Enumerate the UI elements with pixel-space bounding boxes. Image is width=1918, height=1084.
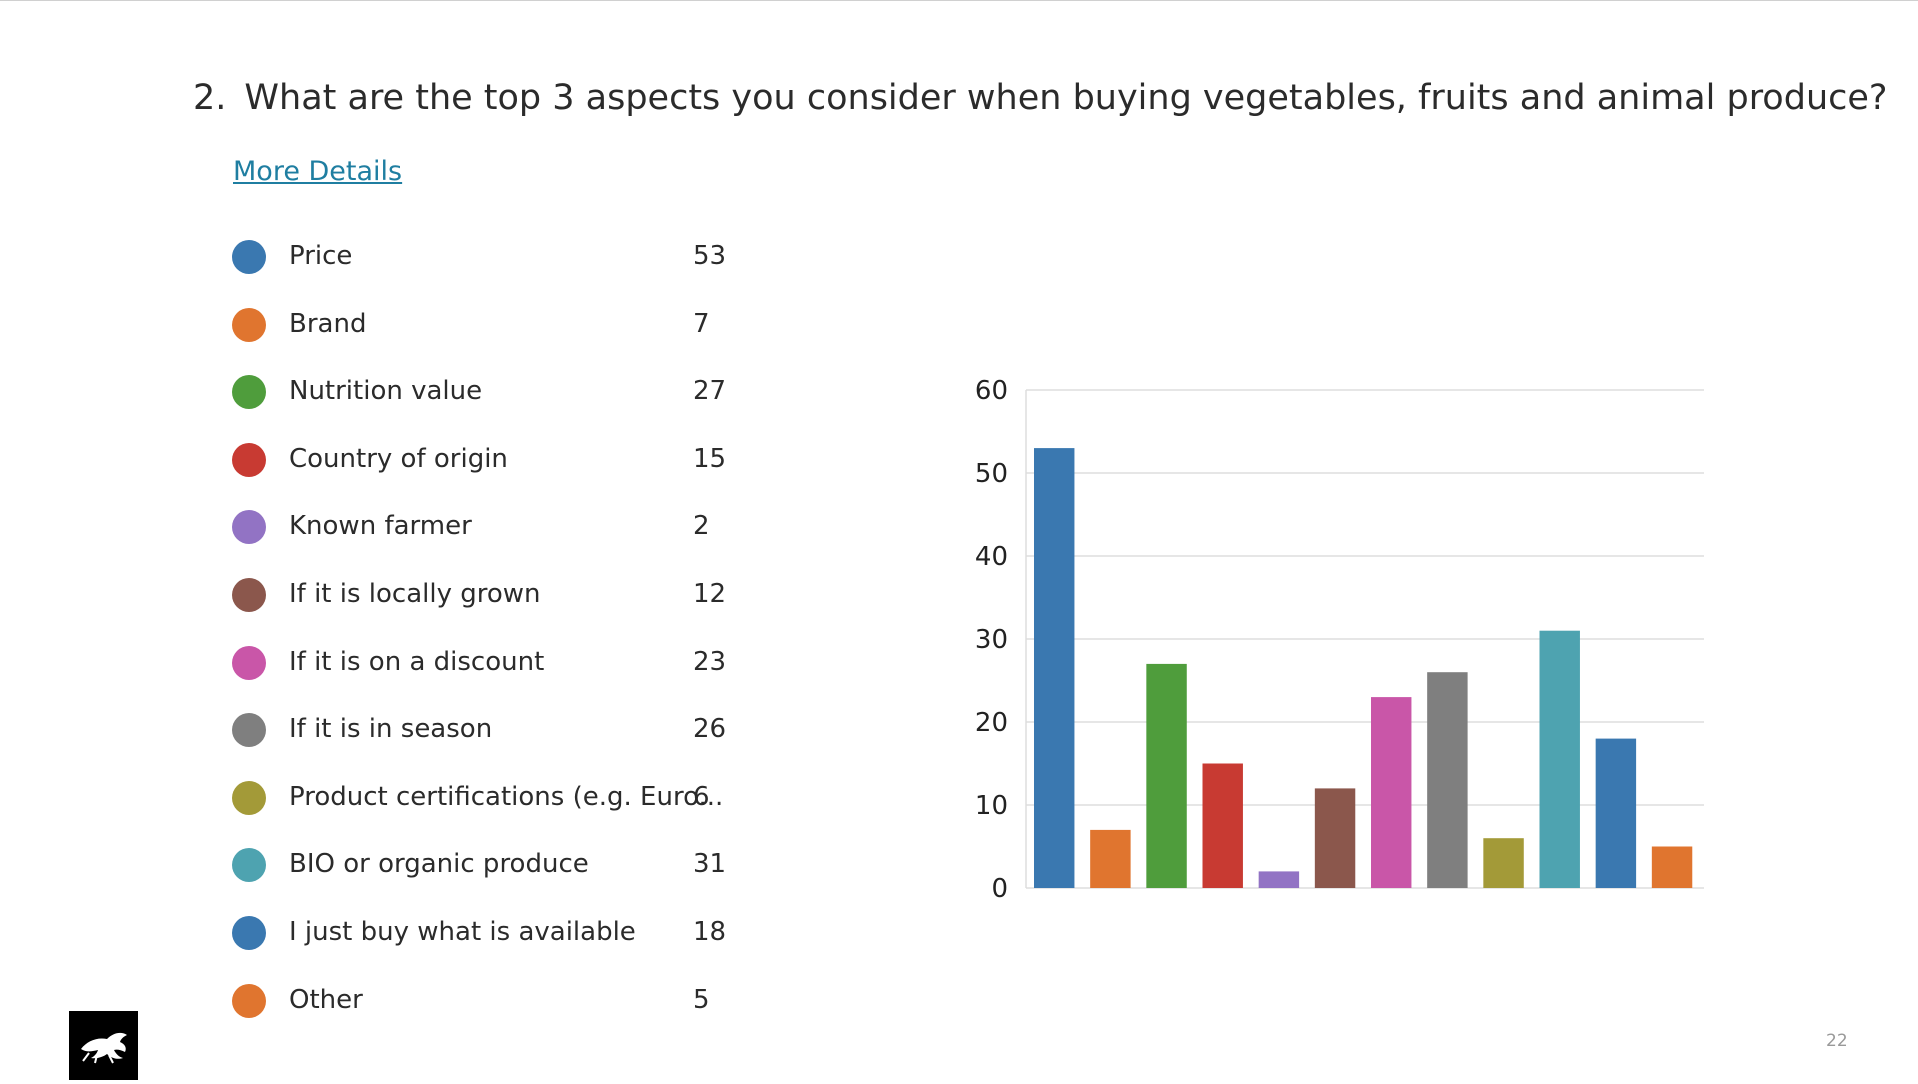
legend-color-dot: [232, 780, 266, 815]
y-tick-label: 40: [975, 542, 1008, 572]
legend-label: Product certifications (e.g. Euro...: [289, 781, 724, 812]
y-tick-label: 20: [975, 708, 1008, 738]
bar[interactable]: [1202, 763, 1243, 889]
logo: [69, 1011, 138, 1080]
legend-color-dot: [232, 848, 266, 883]
legend-value: 2: [693, 511, 710, 542]
legend-item: Product certifications (e.g. Euro... 6: [232, 778, 752, 818]
y-tick-label: 10: [975, 791, 1008, 821]
bar[interactable]: [1314, 788, 1356, 888]
legend-color-dot: [232, 375, 266, 410]
legend-color-dot: [232, 578, 266, 612]
legend-color-dot: [232, 240, 266, 274]
legend-color-dot: [232, 510, 266, 545]
legend-label: I just buy what is available: [289, 917, 636, 947]
more-details-link[interactable]: More Details: [233, 156, 403, 187]
legend-item: Nutrition value 27: [232, 372, 752, 412]
legend-item: Price 53: [232, 237, 752, 277]
page-number: 22: [1826, 1031, 1848, 1051]
question-text: What are the top 3 aspects you consider …: [244, 78, 1888, 118]
y-tick-label: 60: [975, 376, 1008, 406]
legend-item: If it is in season 26: [232, 710, 752, 750]
legend-label: BIO or organic produce: [289, 849, 589, 880]
legend-color-dot: [232, 916, 266, 950]
question-title: 2. What are the top 3 aspects you conside…: [193, 78, 1887, 118]
legend-label: Brand: [289, 308, 367, 339]
bar[interactable]: [1090, 829, 1131, 888]
legend-item: Known farmer 2: [232, 507, 752, 547]
y-tick-label: 30: [975, 625, 1008, 655]
legend-color-dot: [232, 442, 266, 477]
top-divider: [0, 0, 1918, 1]
legend-label: Country of origin: [289, 443, 508, 474]
legend-item: If it is on a discount 23: [232, 643, 752, 683]
legend-label: Price: [289, 241, 353, 271]
legend-item: Other 5: [232, 981, 752, 1021]
legend-value: 5: [693, 984, 710, 1015]
leaping-animal-logo-icon: [81, 1032, 127, 1064]
legend-color-dot: [232, 645, 266, 680]
legend-label: If it is in season: [289, 714, 493, 745]
bar[interactable]: [1146, 663, 1187, 888]
legend-value: 26: [693, 714, 727, 745]
bar[interactable]: [1427, 672, 1468, 888]
legend-item: Brand 7: [232, 305, 752, 345]
legend-label: If it is locally grown: [289, 579, 541, 609]
legend-value: 53: [693, 241, 727, 271]
bar[interactable]: [1651, 846, 1693, 889]
legend-item: I just buy what is available 18: [232, 913, 752, 953]
bar[interactable]: [1258, 871, 1300, 888]
legend-value: 18: [693, 917, 727, 947]
legend-item: If it is locally grown 12: [232, 575, 752, 615]
legend-label: If it is on a discount: [289, 646, 545, 677]
legend-value: 15: [693, 443, 727, 474]
question-number: 2.: [193, 78, 227, 118]
bar[interactable]: [1595, 738, 1637, 888]
legend-item: BIO or organic produce 31: [232, 845, 752, 885]
legend-value: 27: [693, 376, 727, 407]
legend-item: Country of origin 15: [232, 440, 752, 480]
bar[interactable]: [1483, 838, 1524, 888]
y-tick-label: 0: [991, 874, 1008, 904]
bar[interactable]: [1539, 630, 1580, 888]
legend-value: 12: [693, 579, 727, 609]
y-tick-label: 50: [975, 459, 1008, 489]
legend-color-dot: [232, 307, 266, 342]
legend-color-dot: [232, 713, 266, 748]
legend-label: Other: [289, 984, 363, 1015]
bar[interactable]: [1371, 697, 1412, 888]
legend-value: 7: [693, 308, 710, 339]
legend-value: 23: [693, 646, 727, 677]
bar-chart: 0 10 20 30 40 50 60: [975, 376, 1704, 904]
legend-label: Known farmer: [289, 511, 472, 542]
bar[interactable]: [1034, 448, 1075, 888]
legend-value: 6: [693, 781, 710, 812]
legend-value: 31: [693, 849, 727, 880]
legend-color-dot: [232, 983, 266, 1018]
legend-label: Nutrition value: [289, 376, 483, 407]
